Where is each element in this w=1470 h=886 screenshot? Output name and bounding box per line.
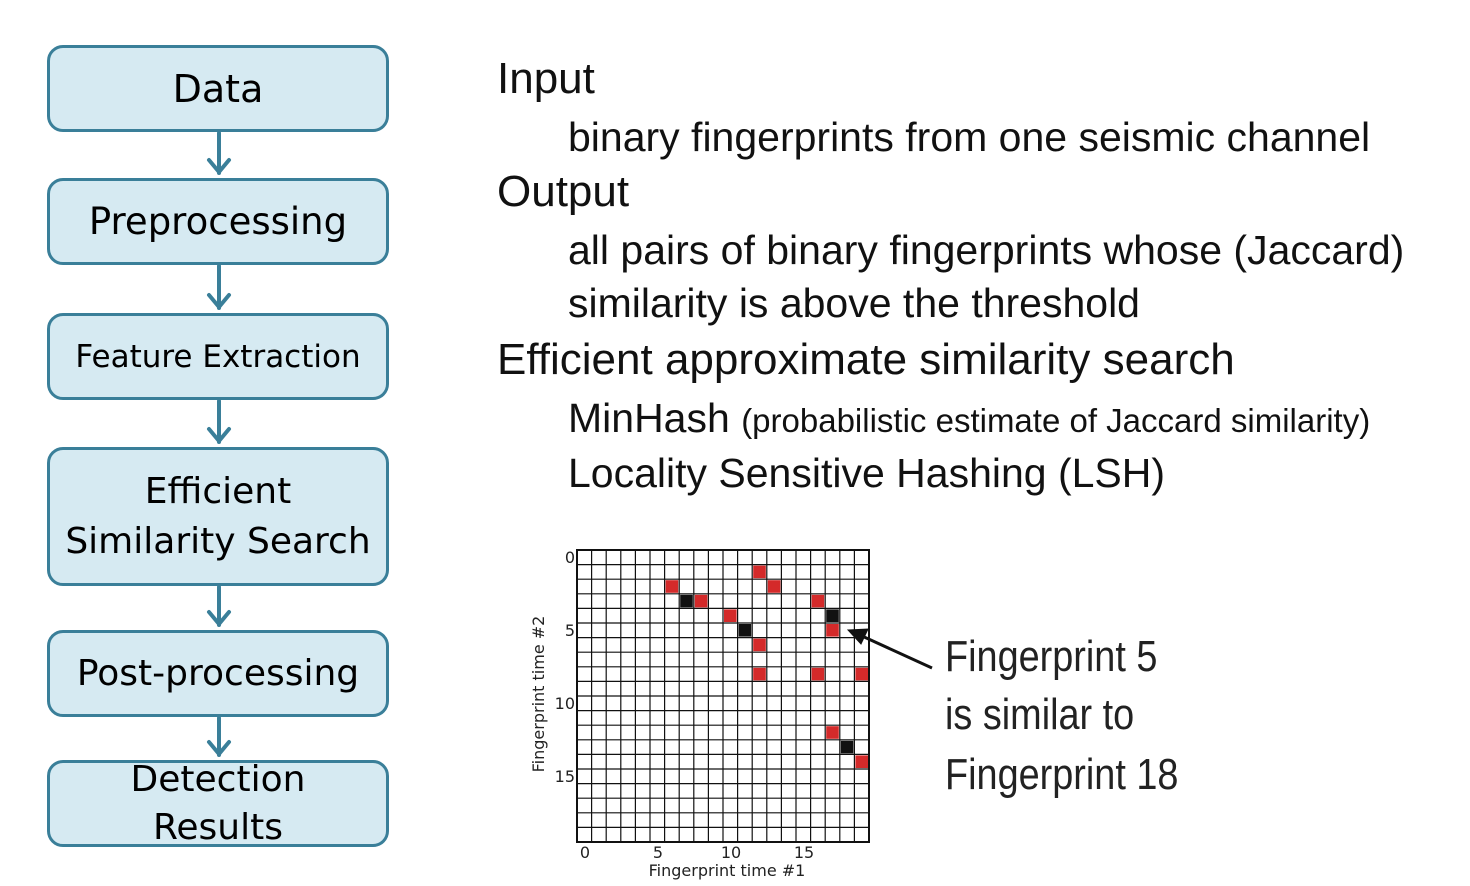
y-tick-label: 5	[565, 621, 575, 640]
flow-arrow-2	[207, 264, 231, 310]
x-axis-label: Fingerprint time #1	[649, 861, 806, 880]
similar-pair-cell	[753, 565, 766, 579]
annotation-line3: Fingerprint 18	[945, 750, 1179, 799]
flow-arrow-1	[207, 131, 231, 175]
similar-pair-cell	[767, 580, 781, 593]
matrix-grid	[576, 549, 870, 843]
x-tick-label: 10	[721, 843, 741, 862]
output-description-line1: all pairs of binary fingerprints whose (…	[568, 227, 1405, 273]
y-tick-label: 15	[555, 767, 575, 786]
flow-arrow-5	[207, 716, 231, 757]
minhash-note: (probabilistic estimate of Jaccard simil…	[741, 402, 1371, 439]
matrix-ticks: 0 5 10 15 0 5 10 15	[555, 548, 815, 862]
similar-pair-cell	[855, 667, 868, 681]
step-label-line2: Similarity Search	[65, 520, 371, 562]
similar-pair-cell	[694, 594, 708, 608]
annotation-arrow	[846, 628, 933, 670]
pipeline-step-post-processing: Post-processing	[47, 630, 389, 717]
annotation-line2: is similar to	[945, 690, 1135, 739]
input-description: binary fingerprints from one seismic cha…	[568, 114, 1371, 160]
similar-pair-cell	[665, 580, 679, 593]
similar-pair-cell	[753, 638, 766, 652]
annotation-line1: Fingerprint 5	[945, 632, 1158, 681]
pipeline-step-detection-results: Detection Results	[47, 759, 389, 848]
pipeline-step-feature-extraction: Feature Extraction	[47, 313, 389, 400]
similar-pair-cell	[753, 667, 766, 681]
pipeline-step-efficient-similarity-search: Efficient Similarity Search	[47, 447, 389, 586]
y-tick-label: 0	[565, 548, 575, 567]
x-tick-label: 15	[794, 843, 814, 862]
minhash-line: MinHash (probabilistic estimate of Jacca…	[568, 395, 1370, 442]
similar-pair-cell	[855, 755, 868, 768]
similar-pair-cell	[811, 594, 825, 608]
flow-arrow-4	[207, 585, 231, 627]
pipeline-step-data: Data	[47, 45, 389, 132]
step-label: Feature Extraction	[75, 338, 361, 375]
step-label-line1: Detection	[130, 758, 306, 800]
input-heading: Input	[497, 54, 595, 103]
similar-pair-cell	[811, 667, 825, 681]
highlighted-pair-cell	[738, 624, 752, 637]
highlighted-pair-cell	[840, 740, 854, 754]
highlighted-pair-cell	[826, 609, 839, 622]
similar-pair-cell	[826, 624, 839, 637]
matrix-cells	[665, 565, 868, 768]
step-label-line2: Results	[152, 806, 283, 848]
minhash-label: MinHash	[568, 395, 730, 441]
similar-pair-cell	[826, 726, 839, 739]
output-heading: Output	[497, 167, 630, 216]
step-label: Preprocessing	[88, 200, 348, 243]
flow-arrow-3	[207, 399, 231, 444]
step-label-line1: Efficient	[144, 470, 292, 512]
output-description-line2: similarity is above the threshold	[568, 280, 1140, 326]
lsh-line: Locality Sensitive Hashing (LSH)	[568, 450, 1166, 496]
step-label: Data	[172, 66, 264, 111]
pipeline-step-preprocessing: Preprocessing	[47, 178, 389, 265]
step-label: Post-processing	[76, 653, 360, 694]
y-tick-label: 10	[555, 694, 575, 713]
x-tick-label: 5	[653, 843, 663, 862]
x-tick-label: 0	[580, 843, 590, 862]
y-axis-label: Fingerprint time #2	[529, 616, 548, 773]
similar-pair-cell	[724, 609, 737, 622]
efficient-search-heading: Efficient approximate similarity search	[497, 335, 1235, 384]
highlighted-pair-cell	[680, 594, 693, 608]
